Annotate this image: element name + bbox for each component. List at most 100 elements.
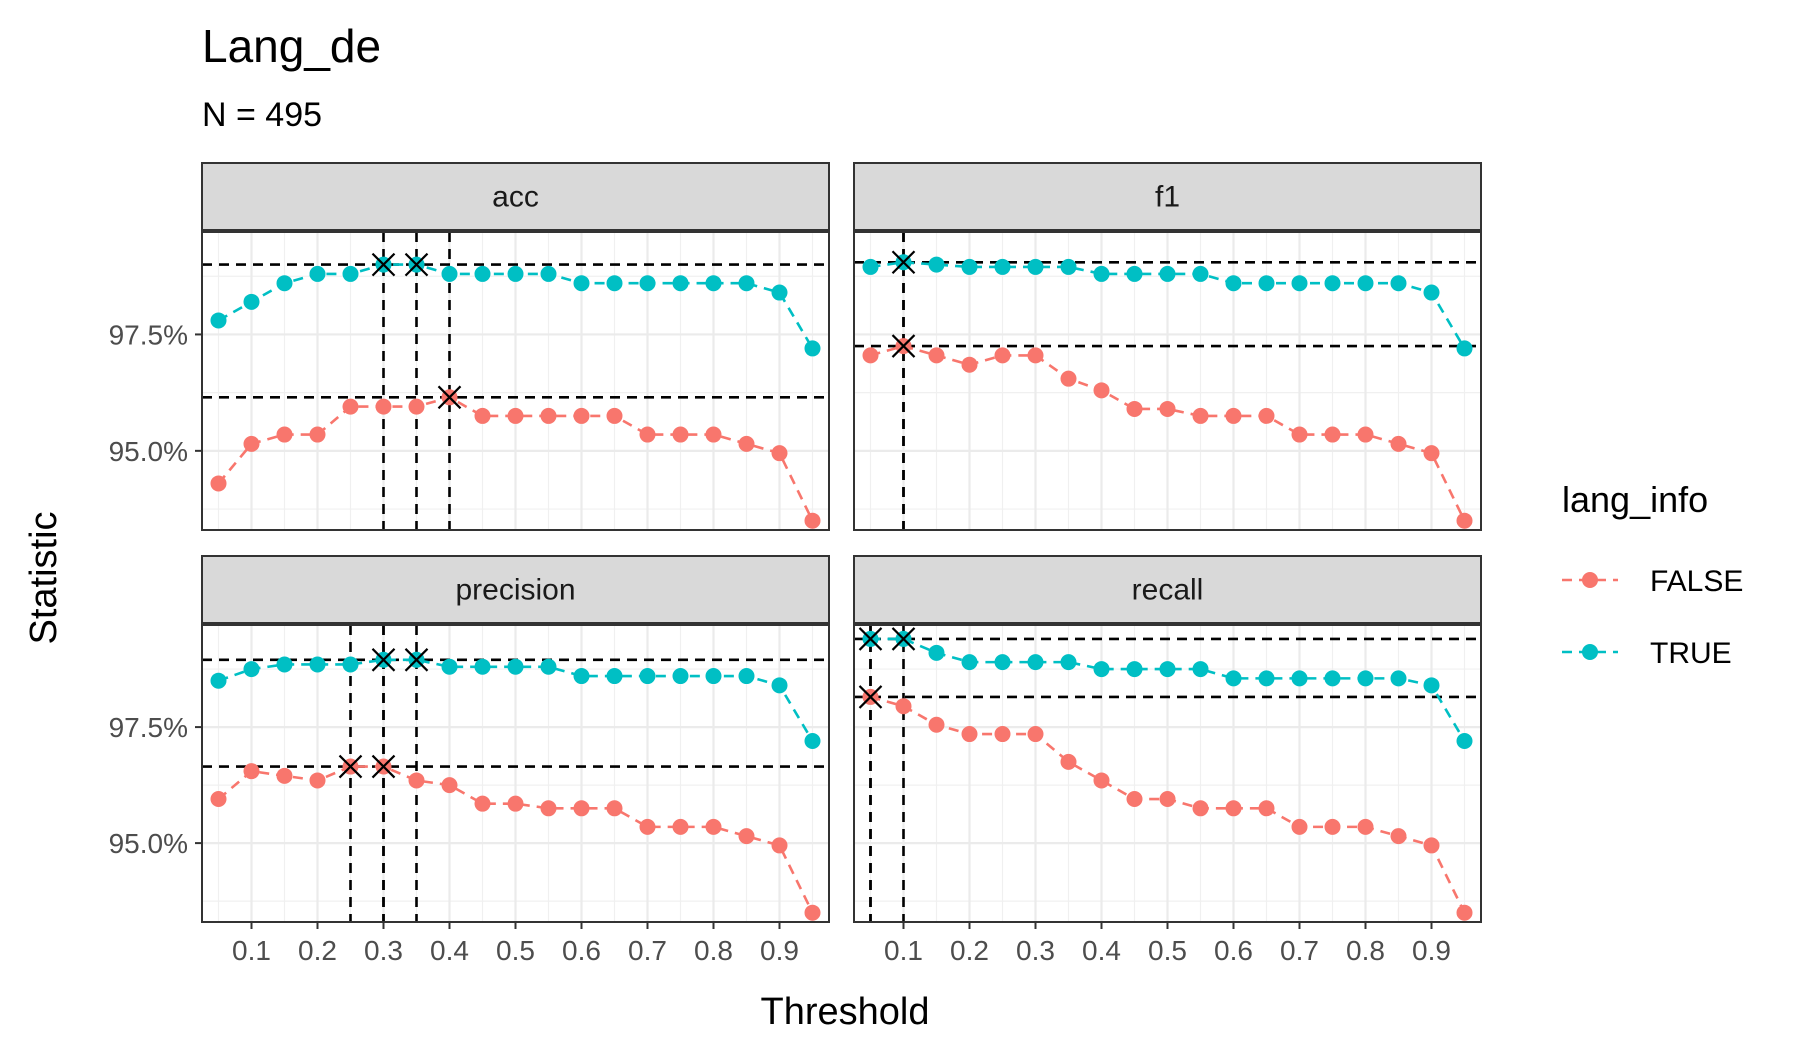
data-point: [540, 800, 557, 817]
data-point: [210, 312, 227, 329]
facet-recall: recall 0.1 0.2 0.3 0.4 0.5 0.6 0.7 0.8 0.9: [853, 555, 1482, 966]
legend-label: FALSE: [1650, 565, 1743, 598]
data-point: [1423, 284, 1440, 301]
x-axis-title: Threshold: [761, 991, 930, 1033]
data-point: [441, 658, 458, 675]
data-point: [1159, 791, 1176, 808]
best-marker-stroke: [891, 627, 916, 651]
legend-entry-true: TRUE: [1562, 637, 1732, 670]
data-point: [771, 284, 788, 301]
data-point: [1060, 258, 1077, 275]
x-tick-label: 0.4: [1082, 935, 1121, 966]
data-point: [474, 795, 491, 812]
data-point: [804, 733, 821, 750]
data-point: [1126, 265, 1143, 282]
data-point: [309, 772, 326, 789]
best-marker: [371, 252, 396, 277]
data-point: [1456, 340, 1473, 357]
data-point: [1159, 400, 1176, 417]
data-point: [309, 656, 326, 673]
data-point: [1060, 753, 1077, 770]
data-point: [1390, 670, 1407, 687]
data-point: [474, 658, 491, 675]
data-point: [540, 265, 557, 282]
facet-label: f1: [1155, 181, 1180, 214]
data-point: [309, 265, 326, 282]
data-point: [243, 293, 260, 310]
data-point: [1357, 275, 1374, 292]
data-point: [507, 795, 524, 812]
data-point: [1456, 733, 1473, 750]
data-point: [928, 644, 945, 661]
data-point: [1423, 445, 1440, 462]
data-point: [1093, 265, 1110, 282]
data-point: [441, 777, 458, 794]
data-point: [961, 356, 978, 373]
facet-f1: f1: [853, 162, 1482, 531]
x-tick-label: 0.7: [1280, 935, 1319, 966]
data-point: [1456, 904, 1473, 921]
data-point: [606, 668, 623, 685]
data-point: [1324, 670, 1341, 687]
facet-label: precision: [455, 574, 575, 607]
data-point: [243, 435, 260, 452]
data-point: [705, 275, 722, 292]
data-point: [639, 668, 656, 685]
data-point: [1093, 661, 1110, 678]
data-point: [1258, 670, 1275, 687]
best-marker: [858, 627, 883, 651]
data-point: [1126, 791, 1143, 808]
best-marker: [404, 252, 429, 277]
best-marker-stroke: [858, 685, 883, 709]
best-marker-stroke: [404, 252, 429, 277]
data-point: [474, 407, 491, 424]
data-point: [1291, 275, 1308, 292]
data-point: [804, 340, 821, 357]
best-marker-stroke: [371, 648, 396, 672]
data-point: [1027, 347, 1044, 364]
data-point: [1423, 677, 1440, 694]
legend: lang_info FALSE TRUE: [1562, 479, 1743, 670]
best-marker-stroke: [404, 648, 429, 672]
facet-precision: precision 95.0% 97.5% 0.1 0.2 0.3 0.4 0.5 0.6 0.7…: [109, 555, 830, 966]
x-tick-label: 0.3: [1016, 935, 1055, 966]
data-point: [243, 661, 260, 678]
data-point: [1060, 370, 1077, 387]
data-point: [804, 512, 821, 529]
x-tick-label: 0.9: [1412, 935, 1451, 966]
data-point: [606, 800, 623, 817]
best-marker: [371, 648, 396, 672]
data-point: [1324, 426, 1341, 443]
data-point: [342, 656, 359, 673]
data-point: [1192, 800, 1209, 817]
x-tick-label: 0.9: [760, 935, 799, 966]
data-point: [1456, 512, 1473, 529]
data-point: [1258, 407, 1275, 424]
data-point: [210, 475, 227, 492]
data-point: [1126, 661, 1143, 678]
x-tick-label: 0.5: [496, 935, 535, 966]
facet-strip: [201, 555, 830, 624]
data-point: [1324, 818, 1341, 835]
data-point: [994, 347, 1011, 364]
panel-border: [853, 231, 1482, 531]
data-point: [1027, 654, 1044, 671]
data-point: [1291, 426, 1308, 443]
data-point: [928, 256, 945, 273]
data-point: [507, 658, 524, 675]
data-point: [441, 265, 458, 282]
data-point: [507, 265, 524, 282]
data-point: [804, 904, 821, 921]
y-tick-label: 97.5%: [109, 319, 188, 350]
data-point: [1192, 407, 1209, 424]
data-point: [1225, 275, 1242, 292]
data-point: [210, 791, 227, 808]
x-tick-label: 0.3: [364, 935, 403, 966]
data-point: [606, 407, 623, 424]
data-point: [1027, 258, 1044, 275]
data-point: [1159, 265, 1176, 282]
x-tick-label: 0.4: [430, 935, 469, 966]
data-point: [342, 265, 359, 282]
legend-key-point: [1582, 644, 1598, 660]
x-tick-label: 0.7: [628, 935, 667, 966]
